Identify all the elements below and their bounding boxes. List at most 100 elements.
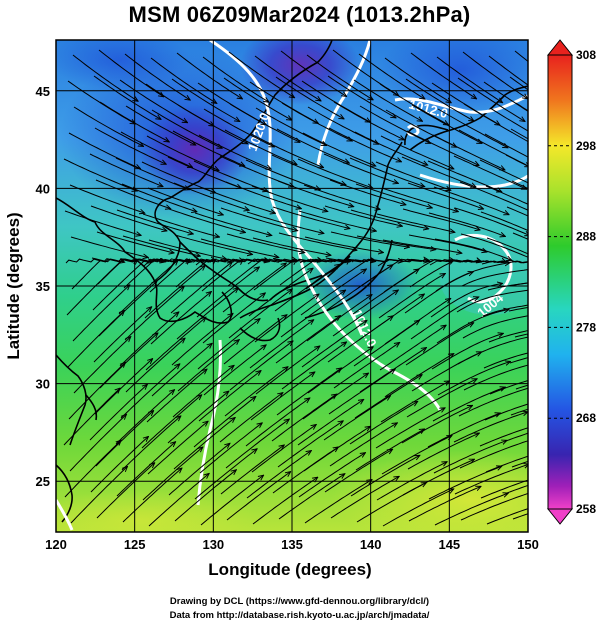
streamline xyxy=(330,231,410,247)
x-tick-label: 150 xyxy=(517,537,539,552)
credit-drawing: Drawing by DCL (https://www.gfd-dennou.o… xyxy=(169,596,430,607)
streamline xyxy=(456,290,528,313)
streamline xyxy=(382,489,454,527)
streamline xyxy=(96,463,155,519)
x-tick-label: 125 xyxy=(124,537,146,552)
streamline xyxy=(380,135,454,169)
streamline xyxy=(352,269,419,315)
streamline xyxy=(457,77,525,122)
streamline xyxy=(375,161,451,190)
streamline xyxy=(148,473,209,527)
streamline xyxy=(199,186,276,213)
streamline xyxy=(327,316,393,363)
y-tick-label: 35 xyxy=(36,279,50,294)
streamline xyxy=(513,282,528,286)
streamline xyxy=(323,153,398,183)
streamline xyxy=(297,158,373,188)
streamline xyxy=(508,306,528,312)
streamline xyxy=(488,55,528,86)
streamline xyxy=(121,416,181,471)
streamline xyxy=(434,238,512,260)
streamline xyxy=(326,265,393,311)
streamline xyxy=(375,408,445,449)
streamline xyxy=(203,108,274,147)
streamline xyxy=(193,160,268,191)
streamline xyxy=(353,79,423,121)
streamline xyxy=(251,185,328,212)
x-tick-label: 120 xyxy=(45,537,67,552)
streamline xyxy=(350,455,420,497)
streamline xyxy=(281,342,347,390)
streamline xyxy=(142,213,220,237)
streamline xyxy=(349,401,418,445)
streamline xyxy=(462,315,528,339)
streamline xyxy=(281,102,352,141)
streamline xyxy=(194,449,257,500)
streamline xyxy=(384,57,451,103)
streamline xyxy=(433,186,509,215)
colorbar-tick-label: 298 xyxy=(576,139,596,153)
streamline xyxy=(481,260,528,265)
streamline xyxy=(486,237,528,255)
streamline xyxy=(401,156,476,187)
streamline xyxy=(463,103,528,144)
streamline xyxy=(69,414,127,472)
streamline xyxy=(461,269,528,287)
streamline xyxy=(327,75,396,118)
colorbar-tick-label: 258 xyxy=(576,502,596,516)
streamline xyxy=(329,179,406,205)
streamline xyxy=(410,297,479,340)
streamline xyxy=(328,127,402,162)
streamline xyxy=(90,436,149,493)
streamline xyxy=(200,475,264,526)
streamline xyxy=(427,160,502,192)
streamline xyxy=(227,258,297,287)
streamline xyxy=(483,352,528,369)
streamline xyxy=(302,132,376,166)
streamline xyxy=(356,235,436,250)
credit-data-source: Data from http://database.rish.kyoto-u.a… xyxy=(169,610,430,621)
streamline xyxy=(89,384,147,441)
streamline xyxy=(350,209,429,229)
streamline xyxy=(480,211,528,232)
streamline xyxy=(197,319,260,370)
streamline xyxy=(146,135,219,171)
streamline xyxy=(246,211,324,234)
streamline xyxy=(200,238,279,257)
streamline xyxy=(486,508,528,525)
streamline xyxy=(198,134,271,169)
streamline xyxy=(330,476,399,519)
streamline xyxy=(151,109,222,148)
streamline xyxy=(382,239,462,253)
streamline xyxy=(120,364,180,419)
streamline xyxy=(119,79,188,123)
plot-title: MSM 06Z09Mar2024 (1013.2hPa) xyxy=(128,2,471,27)
streamline xyxy=(485,185,528,205)
streamline xyxy=(170,262,232,314)
streamline xyxy=(172,130,245,166)
streamline xyxy=(509,76,528,91)
streamline xyxy=(224,129,297,165)
streamline xyxy=(99,333,158,389)
streamline xyxy=(509,357,528,364)
streamline xyxy=(249,320,314,369)
streamline xyxy=(276,128,349,163)
streamline xyxy=(324,205,402,226)
streamline xyxy=(514,50,528,62)
streamline xyxy=(96,231,174,253)
streamline xyxy=(479,427,528,447)
streamline xyxy=(90,205,167,231)
y-tick-label: 45 xyxy=(36,84,50,99)
wind-streamlines xyxy=(63,49,528,527)
y-tick-label: 25 xyxy=(36,474,50,489)
streamline xyxy=(177,104,248,144)
streamline xyxy=(453,155,527,189)
streamline xyxy=(274,264,340,312)
colorbar-tick-label: 308 xyxy=(576,48,596,62)
streamline xyxy=(68,362,126,420)
streamline xyxy=(150,57,217,103)
streamline xyxy=(428,212,505,237)
streamline xyxy=(145,317,206,371)
streamline xyxy=(219,393,283,443)
y-axis-label: Latitude (degrees) xyxy=(4,212,23,359)
